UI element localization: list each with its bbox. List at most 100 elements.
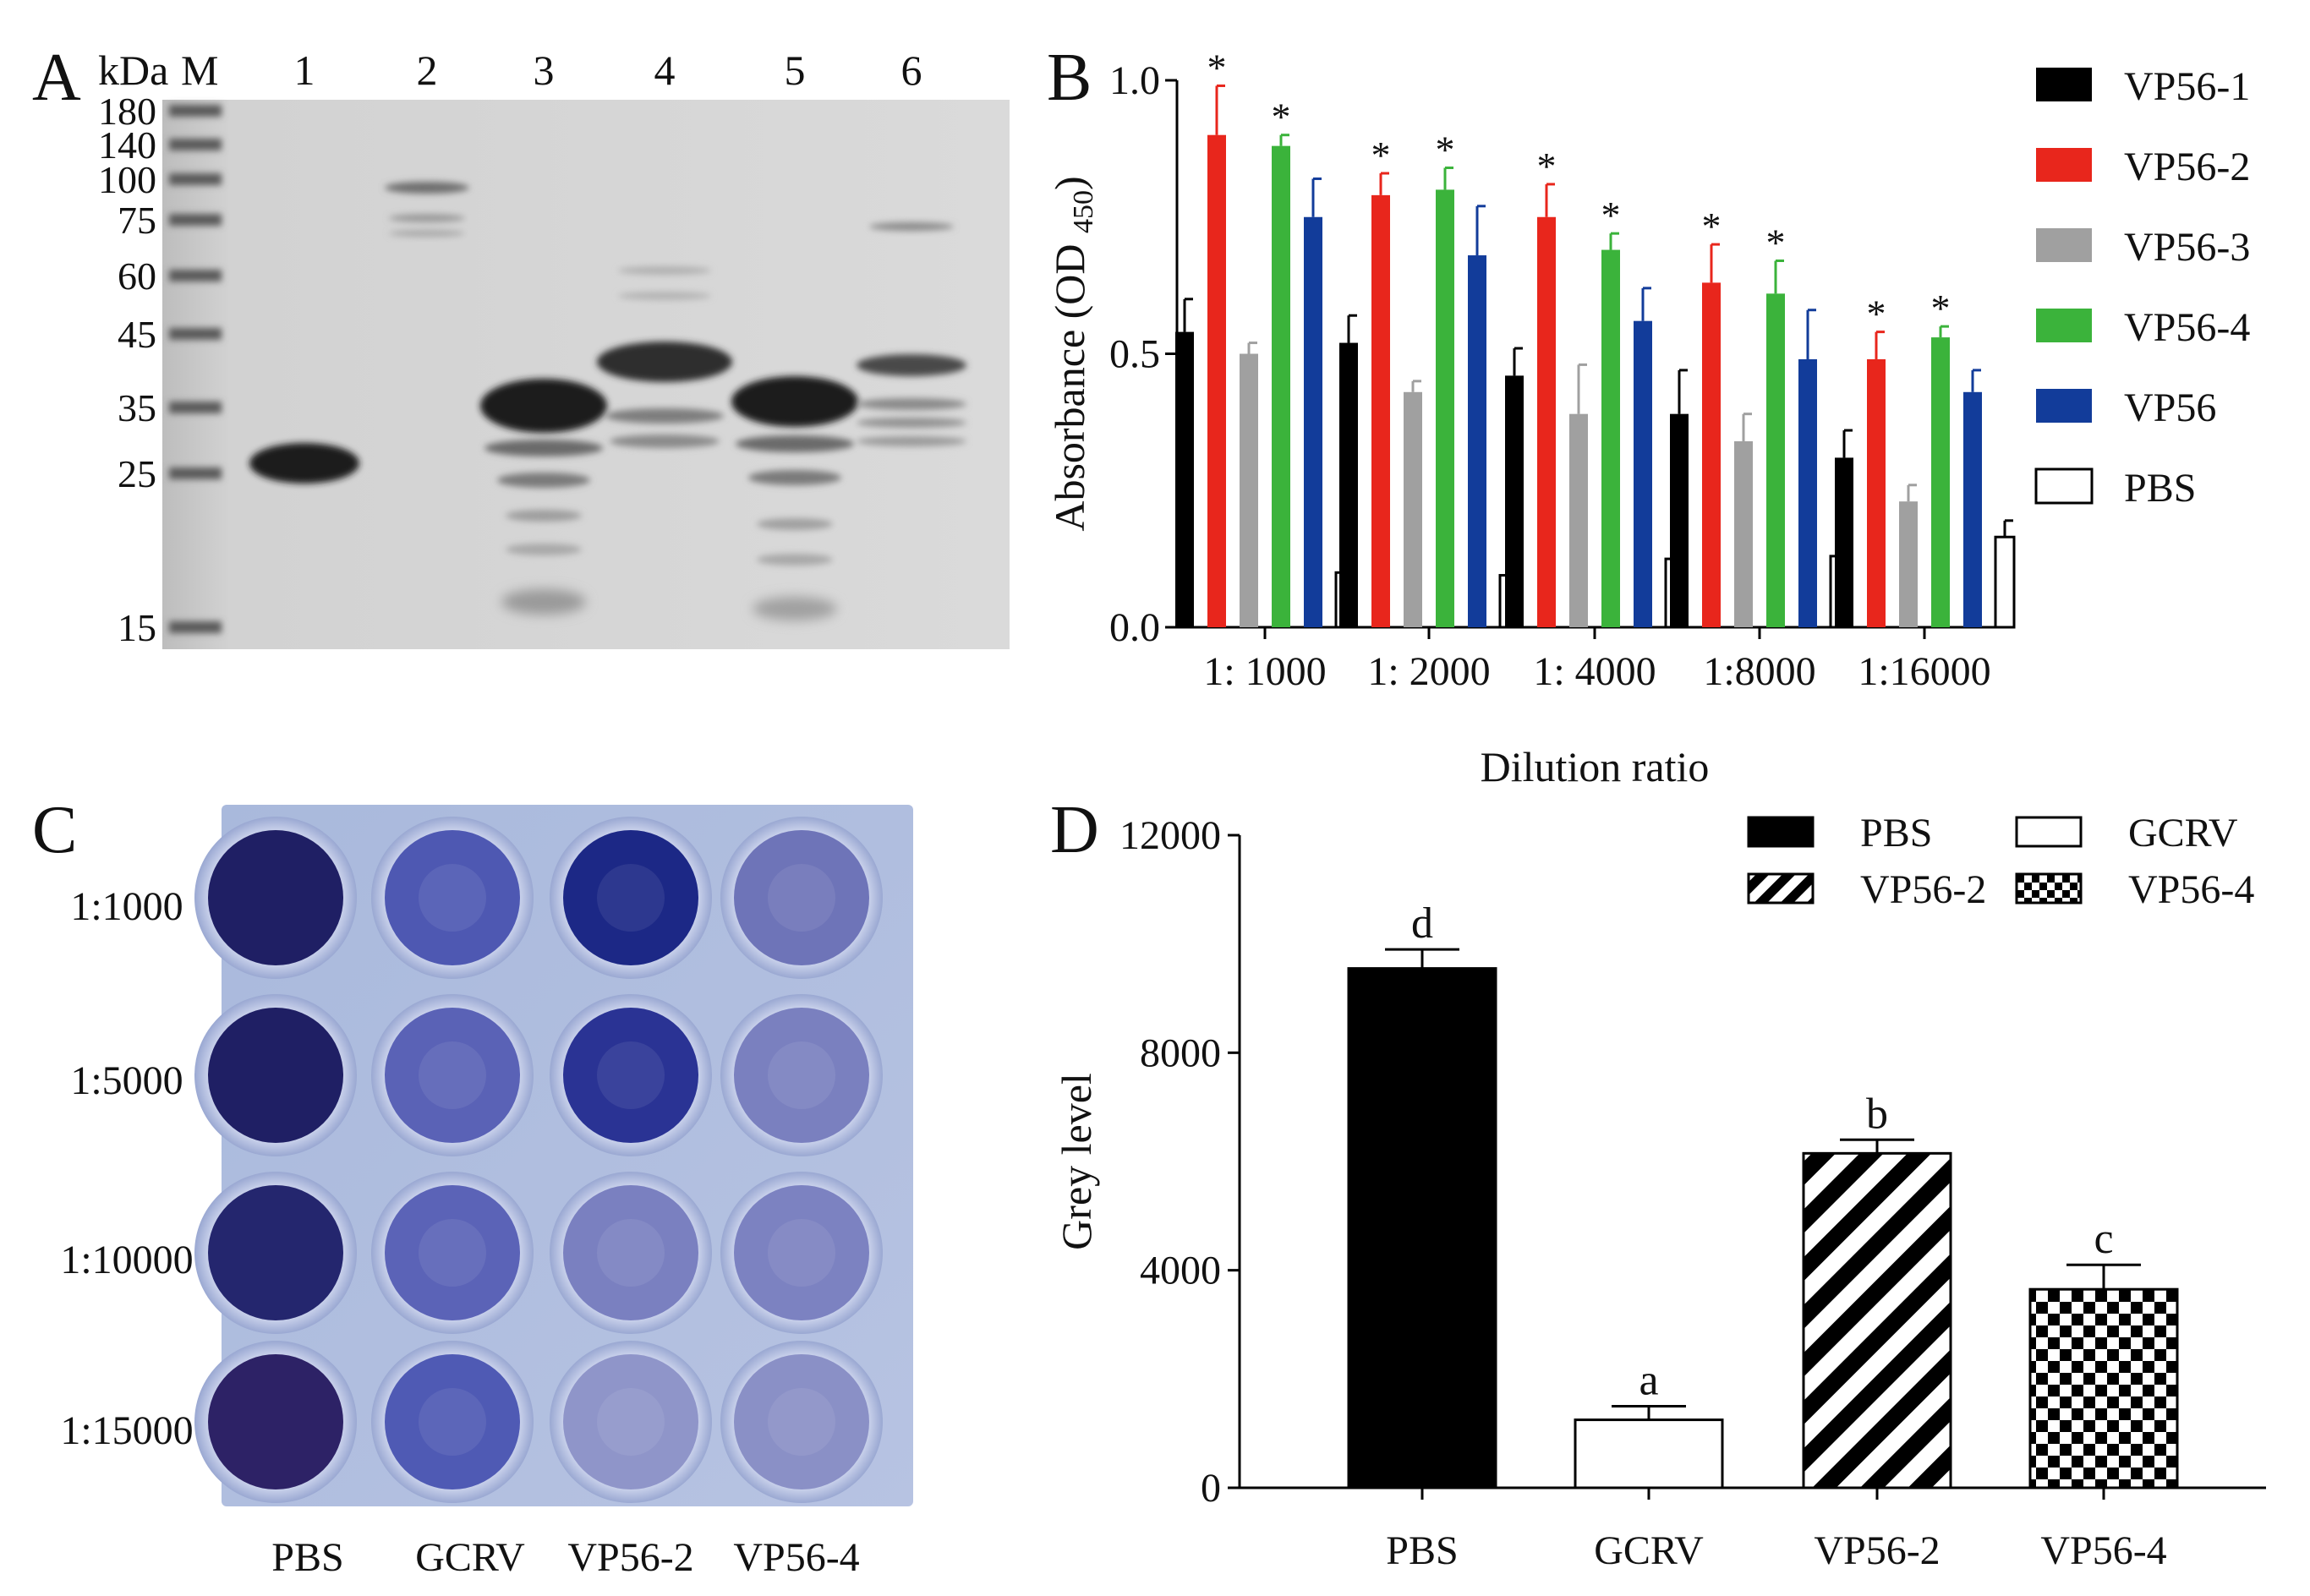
bar [1339, 342, 1358, 627]
protein-band [757, 518, 833, 530]
significance-letter: a [1639, 1357, 1658, 1405]
plate-col-label: PBS [271, 1535, 343, 1580]
gel-lane-label: 4 [654, 46, 676, 94]
significance-letter: b [1866, 1090, 1888, 1138]
well-center-highlight [768, 1041, 835, 1109]
protein-band [869, 222, 954, 231]
plate-row-label: 1:15000 [60, 1408, 193, 1453]
y-axis-title-end: ) [1046, 176, 1093, 190]
y-tick-label: 12000 [1119, 813, 1221, 858]
marker-size-label: 180 [98, 90, 156, 133]
bar [1537, 216, 1556, 627]
marker-band [169, 214, 222, 226]
legend-label: PBS [2124, 466, 2196, 511]
marker-band [169, 328, 222, 340]
legend-swatch [2036, 68, 2092, 101]
gel-bands [169, 105, 966, 633]
marker-size-label: 15 [118, 606, 156, 649]
bar [1272, 145, 1290, 627]
plate-col-labels: PBS GCRV VP56-2 VP56-4 [271, 1535, 859, 1580]
x-tick-label: VP56-2 [1814, 1528, 1940, 1573]
well [563, 1185, 698, 1320]
bar [1963, 391, 1982, 627]
protein-band [610, 435, 720, 448]
plate-col-label: VP56-4 [733, 1535, 859, 1580]
panel-label-d: D [1050, 793, 1099, 867]
well-center-highlight [597, 1041, 665, 1109]
protein-band [506, 544, 582, 555]
x-tick-label: VP56-4 [2040, 1528, 2166, 1573]
bar [1734, 441, 1753, 627]
gel-image [162, 100, 1010, 649]
protein-band [857, 418, 966, 428]
protein-band [857, 354, 966, 376]
well [734, 1008, 869, 1143]
bar [1702, 282, 1721, 627]
bar [1601, 249, 1620, 627]
legend-label: PBS [1860, 811, 1932, 855]
bar [1505, 375, 1524, 627]
gel-lane-label: 1 [294, 46, 315, 94]
marker-band [169, 105, 222, 117]
y-axis-title: Grey level [1053, 1073, 1100, 1250]
bar [1670, 413, 1689, 627]
marker-size-label: 45 [118, 313, 156, 356]
x-tick-label: 1:16000 [1858, 649, 1990, 694]
well [563, 830, 698, 965]
y-tick-label: 0.0 [1109, 605, 1160, 650]
significance-star: * [1931, 287, 1951, 330]
panel-label-c: C [32, 793, 77, 867]
legend-swatch [2034, 467, 2094, 505]
well [734, 1354, 869, 1489]
marker-size-label: 35 [118, 386, 156, 429]
protein-band [736, 435, 854, 452]
protein-band [497, 473, 590, 488]
chart-d: 0 4000 8000 12000 Grey level d PBS a GCRV b VP56-2… [1053, 811, 2266, 1573]
bar [1867, 358, 1886, 627]
bar [1436, 189, 1454, 627]
legend-label: VP56-4 [2124, 305, 2250, 350]
legend-swatch [2036, 228, 2092, 262]
bar [2028, 1287, 2179, 1489]
bar [1347, 967, 1497, 1489]
well-center-highlight [597, 864, 665, 932]
legend-swatch [2015, 872, 2083, 905]
panel-d: D 0 4000 8000 12000 Grey level d PBS a GCRV b VP56… [1050, 793, 2266, 1573]
well [734, 1185, 869, 1320]
marker-lane-label: M [181, 46, 218, 94]
x-axis-title: Dilution ratio [1481, 743, 1710, 790]
protein-band [748, 470, 841, 485]
bar [1574, 1418, 1724, 1489]
marker-size-label: 100 [98, 158, 156, 201]
bar [1798, 358, 1817, 627]
x-tick-label: 1:8000 [1703, 649, 1815, 694]
plate-image [222, 805, 913, 1506]
protein-band [480, 379, 607, 433]
protein-band [857, 398, 966, 410]
legend-swatch [2036, 148, 2092, 182]
well [208, 1185, 343, 1320]
well [208, 830, 343, 965]
protein-band [618, 292, 711, 300]
well [563, 1008, 698, 1143]
protein-band [753, 597, 837, 620]
significance-star: * [1766, 221, 1786, 265]
x-tick-label: 1: 4000 [1533, 649, 1656, 694]
legend-swatch [1747, 816, 1815, 848]
plate-col-label: GCRV [415, 1535, 525, 1580]
well [734, 830, 869, 965]
protein-band [605, 408, 724, 424]
significance-star: * [1207, 46, 1227, 89]
significance-star: * [1601, 194, 1621, 237]
y-tick-label: 4000 [1140, 1249, 1221, 1293]
plate-row-label: 1:1000 [70, 884, 183, 929]
protein-band [618, 266, 711, 275]
protein-band [389, 214, 465, 222]
well-center-highlight [597, 1388, 665, 1456]
legend-swatch [1747, 872, 1815, 905]
bar [1634, 320, 1652, 627]
well [385, 1008, 520, 1143]
well-center-highlight [419, 1041, 486, 1109]
